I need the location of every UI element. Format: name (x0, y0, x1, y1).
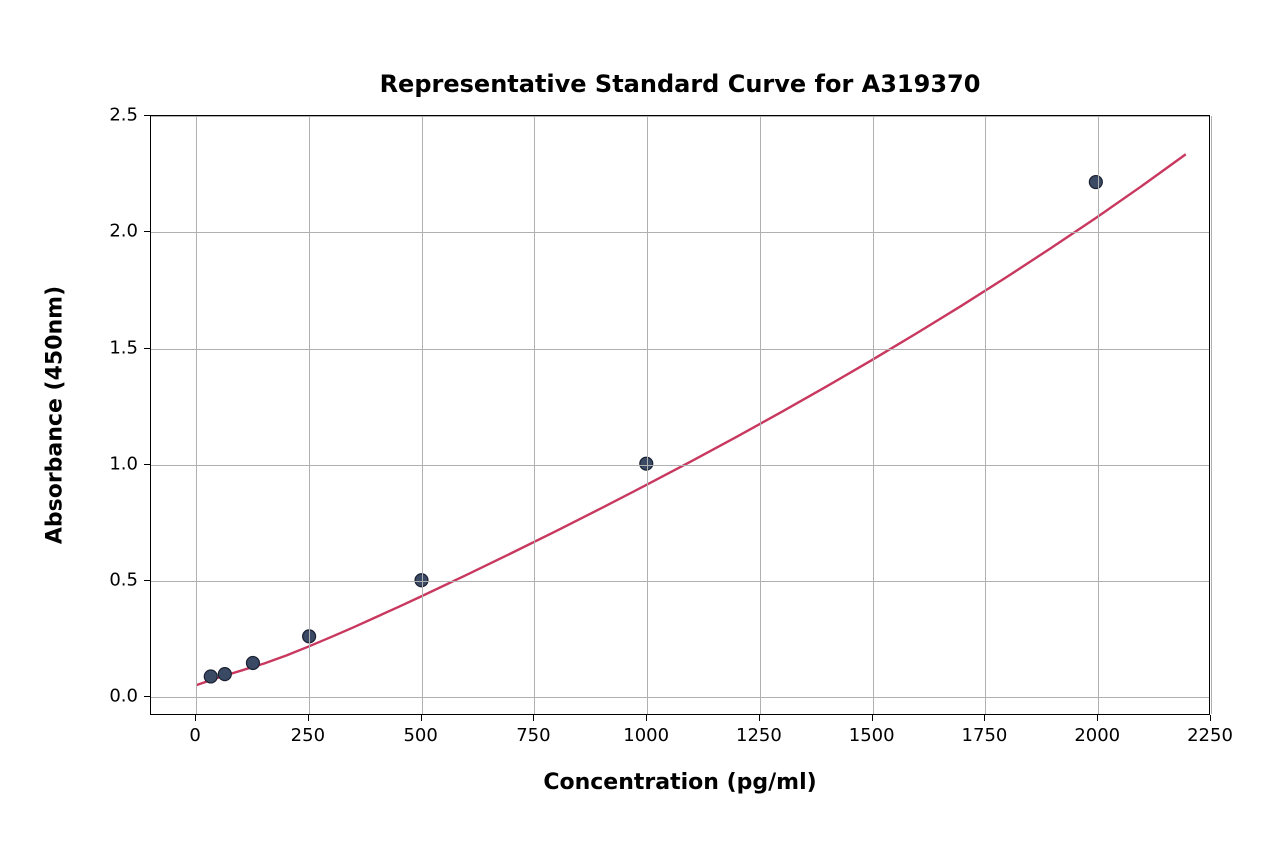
x-tick (533, 715, 534, 721)
gridline-vert (534, 116, 535, 714)
gridline-vert (422, 116, 423, 714)
x-axis-label: Concentration (pg/ml) (543, 770, 816, 795)
data-marker (204, 670, 217, 683)
x-tick (308, 715, 309, 721)
x-tick (1097, 715, 1098, 721)
gridline-horz (151, 465, 1209, 466)
y-tick (144, 231, 150, 232)
y-tick-label: 2.0 (109, 221, 138, 242)
y-tick (144, 696, 150, 697)
y-tick-label: 0.0 (109, 686, 138, 707)
x-tick-label: 1250 (736, 725, 782, 746)
gridline-vert (1211, 116, 1212, 714)
x-tick-label: 1500 (849, 725, 895, 746)
gridline-vert (647, 116, 648, 714)
gridline-horz (151, 697, 1209, 698)
x-tick (195, 715, 196, 721)
gridline-vert (985, 116, 986, 714)
gridline-horz (151, 581, 1209, 582)
gridline-horz (151, 349, 1209, 350)
x-tick-label: 2000 (1074, 725, 1120, 746)
x-tick-label: 500 (403, 725, 437, 746)
plot-area (150, 115, 1210, 715)
x-tick (421, 715, 422, 721)
x-tick-label: 750 (516, 725, 550, 746)
figure: Representative Standard Curve for A31937… (0, 0, 1280, 845)
x-tick (984, 715, 985, 721)
gridline-vert (1098, 116, 1099, 714)
y-tick (144, 464, 150, 465)
y-tick (144, 580, 150, 581)
y-tick-label: 0.5 (109, 570, 138, 591)
x-tick (646, 715, 647, 721)
y-tick-label: 1.5 (109, 337, 138, 358)
y-tick-label: 1.0 (109, 453, 138, 474)
y-axis-label: Absorbance (450nm) (43, 286, 68, 544)
gridline-vert (196, 116, 197, 714)
x-tick-label: 0 (189, 725, 200, 746)
gridline-vert (309, 116, 310, 714)
chart-title: Representative Standard Curve for A31937… (380, 70, 981, 98)
data-marker (1089, 176, 1102, 189)
x-tick-label: 250 (291, 725, 325, 746)
data-marker (246, 657, 259, 670)
x-tick-label: 1000 (623, 725, 669, 746)
x-tick-label: 2250 (1187, 725, 1233, 746)
x-tick (1210, 715, 1211, 721)
y-tick (144, 348, 150, 349)
markers-group (204, 176, 1102, 683)
gridline-vert (760, 116, 761, 714)
x-tick-label: 1750 (962, 725, 1008, 746)
data-marker (218, 668, 231, 681)
gridline-horz (151, 116, 1209, 117)
curve-line (197, 154, 1186, 685)
y-tick-label: 2.5 (109, 105, 138, 126)
y-tick (144, 115, 150, 116)
gridline-horz (151, 232, 1209, 233)
x-tick (759, 715, 760, 721)
x-tick (872, 715, 873, 721)
gridline-vert (873, 116, 874, 714)
